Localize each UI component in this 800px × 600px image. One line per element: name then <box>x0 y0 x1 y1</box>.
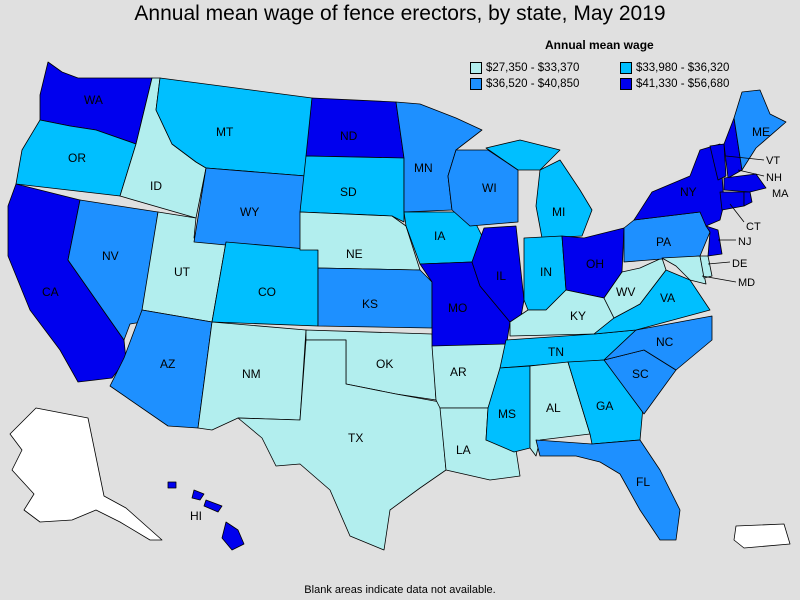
state-AK[interactable] <box>9 407 163 541</box>
legend-swatch-1 <box>470 62 482 74</box>
label-NY: NY <box>680 185 697 199</box>
label-CA: CA <box>42 285 59 299</box>
label-MI: MI <box>552 205 565 219</box>
legend-item-1: $27,350 - $33,370 <box>470 62 579 74</box>
state-CT[interactable] <box>719 191 745 211</box>
label-HI: HI <box>190 509 202 523</box>
legend-title: Annual mean wage <box>545 38 654 52</box>
label-KS: KS <box>362 297 378 311</box>
state-MI[interactable] <box>535 159 593 239</box>
legend-label-1: $27,350 - $33,370 <box>486 62 580 74</box>
label-NH: NH <box>766 172 782 184</box>
state-DE[interactable] <box>699 255 713 279</box>
label-LA: LA <box>456 443 471 457</box>
label-VA: VA <box>660 291 675 305</box>
state-HI-island-2[interactable] <box>191 489 205 501</box>
legend: $27,350 - $33,370 $33,980 - $36,320 $36,… <box>470 62 800 94</box>
state-RI[interactable] <box>743 191 753 207</box>
label-DE: DE <box>732 258 747 270</box>
territory-PR[interactable] <box>733 523 791 549</box>
label-AR: AR <box>450 365 467 379</box>
state-SD[interactable] <box>299 155 405 223</box>
label-MN: MN <box>414 161 433 175</box>
label-WV: WV <box>616 285 635 299</box>
state-FL[interactable] <box>535 439 681 541</box>
state-HI-island-3[interactable] <box>203 499 223 513</box>
label-TN: TN <box>548 345 564 359</box>
legend-item-3: $36,520 - $40,850 <box>470 78 579 90</box>
label-WY: WY <box>240 205 259 219</box>
label-AL: AL <box>546 401 561 415</box>
state-NY[interactable] <box>633 143 725 227</box>
legend-swatch-2 <box>620 62 632 74</box>
label-MS: MS <box>498 407 516 421</box>
label-NJ: NJ <box>738 236 751 248</box>
state-CO[interactable] <box>211 241 319 327</box>
label-WI: WI <box>482 181 497 195</box>
legend-item-4: $41,330 - $56,680 <box>620 78 729 90</box>
leader-MD <box>701 275 737 283</box>
leader-NH <box>737 169 765 177</box>
state-VT[interactable] <box>709 143 727 181</box>
label-IN: IN <box>540 265 552 279</box>
label-ID: ID <box>150 179 162 193</box>
label-IL: IL <box>496 269 506 283</box>
label-NE: NE <box>346 247 363 261</box>
label-SD: SD <box>340 185 357 199</box>
label-NV: NV <box>102 249 119 263</box>
state-MA[interactable] <box>723 173 767 193</box>
label-OK: OK <box>376 357 393 371</box>
label-OH: OH <box>586 257 604 271</box>
state-HI[interactable] <box>221 521 245 551</box>
state-ME[interactable] <box>733 89 787 171</box>
leader-CT <box>729 203 745 223</box>
label-PA: PA <box>656 235 671 249</box>
label-MO: MO <box>448 301 467 315</box>
label-MT: MT <box>216 125 234 139</box>
label-OR: OR <box>68 151 86 165</box>
state-MD[interactable] <box>661 255 707 285</box>
label-SC: SC <box>632 367 649 381</box>
label-FL: FL <box>636 475 650 489</box>
label-ND: ND <box>340 129 358 143</box>
state-HI-island-4[interactable] <box>167 481 177 489</box>
footnote: Blank areas indicate data not available. <box>304 584 496 596</box>
state-WV[interactable] <box>603 257 667 319</box>
label-UT: UT <box>174 265 191 279</box>
label-TX: TX <box>348 431 363 445</box>
label-KY: KY <box>570 309 586 323</box>
label-WA: WA <box>84 93 103 107</box>
label-ME: ME <box>752 125 770 139</box>
state-ND[interactable] <box>305 97 405 159</box>
label-MD: MD <box>738 277 755 289</box>
label-CT: CT <box>746 221 761 233</box>
label-MA: MA <box>772 188 789 200</box>
legend-swatch-4 <box>620 78 632 90</box>
label-VT: VT <box>766 155 780 167</box>
label-NM: NM <box>242 367 261 381</box>
legend-label-4: $41,330 - $56,680 <box>636 78 730 90</box>
leader-DE <box>707 261 731 265</box>
legend-label-3: $36,520 - $40,850 <box>486 78 580 90</box>
label-GA: GA <box>596 399 613 413</box>
state-MI-upper[interactable] <box>485 139 561 171</box>
label-CO: CO <box>258 285 276 299</box>
label-NC: NC <box>656 335 674 349</box>
leader-VT <box>725 155 765 161</box>
legend-swatch-3 <box>470 78 482 90</box>
state-TX[interactable] <box>237 339 447 551</box>
legend-label-2: $33,980 - $36,320 <box>636 62 730 74</box>
state-WI[interactable] <box>447 149 519 227</box>
label-IA: IA <box>434 229 445 243</box>
map-title: Annual mean wage of fence erectors, by s… <box>134 2 666 25</box>
legend-item-2: $33,980 - $36,320 <box>620 62 729 74</box>
state-NJ[interactable] <box>705 225 723 257</box>
label-AZ: AZ <box>160 357 175 371</box>
